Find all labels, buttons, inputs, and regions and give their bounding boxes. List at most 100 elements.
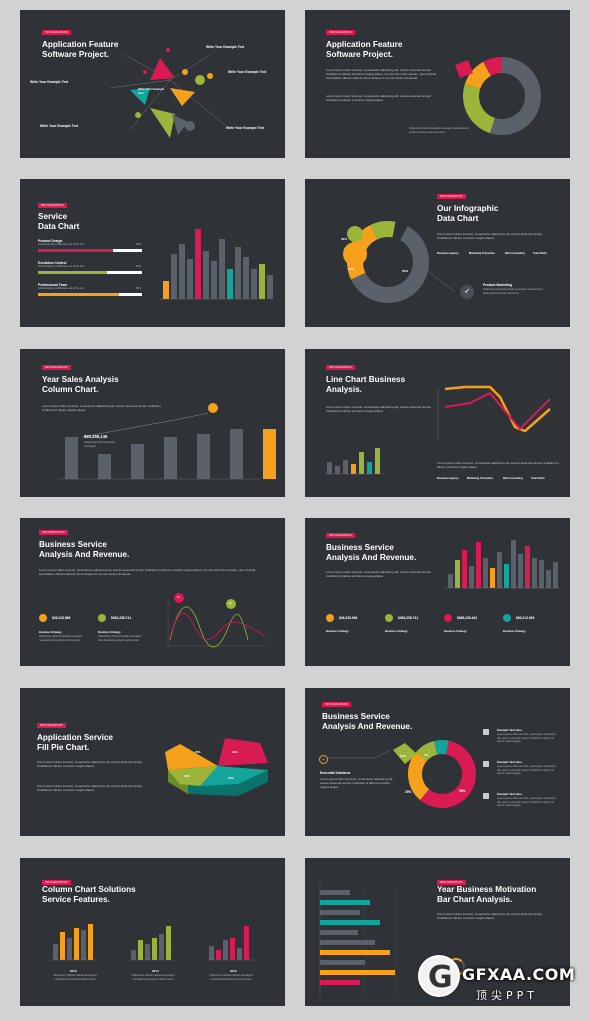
body-text: Lorem ipsum dolor sit amet, consectetur … <box>326 570 432 578</box>
bar-fill <box>38 249 113 252</box>
column <box>351 464 356 474</box>
list-icon <box>483 761 489 767</box>
pct-2: 25% <box>195 750 201 754</box>
pct-1: 58% <box>459 789 466 793</box>
lightbulb-icon: ✦ <box>319 755 328 764</box>
product-marketing: Product Marketing <box>483 283 512 287</box>
column <box>375 448 380 474</box>
bar <box>320 970 395 975</box>
year-1: 2013 <box>70 969 77 973</box>
body-text: Lorem ipsum dolor sit amet, consectetur … <box>326 405 432 413</box>
column <box>152 938 157 960</box>
pct-3: 10% <box>348 267 355 271</box>
year-3: 2015 <box>230 969 237 973</box>
triangle-infographic <box>109 48 226 138</box>
center-text: Write Your Example Text <box>138 87 165 95</box>
slide-title: Application Feature Software Project. <box>326 40 403 59</box>
column <box>131 950 136 960</box>
body-text: Lorem ipsum dolor sit amet, consectetur … <box>39 568 256 576</box>
pct-2: 30% <box>341 237 348 241</box>
column-chart <box>58 403 276 480</box>
donut-slice <box>433 740 449 755</box>
bar-label: Product Design <box>38 239 63 243</box>
watermark-brand: GFXAA.COM <box>462 965 576 984</box>
col-3: Web Consulting <box>505 252 525 255</box>
slide-tag: INFOGRAPHIC <box>37 723 67 728</box>
column <box>335 466 340 474</box>
section-head: Essential Solutions <box>320 771 351 775</box>
head: Business Strategy <box>444 630 467 633</box>
slide-tag: INFOGRAPHIC <box>42 365 72 370</box>
slide-6[interactable]: INFOGRAPHIC Line Chart Business Analysis.… <box>305 349 570 497</box>
column <box>138 940 143 960</box>
body-text-2: Lorem ipsum dolor sit amet, consectetur … <box>326 94 432 102</box>
slide-8[interactable]: INFOGRAPHIC Business Service Analysis And… <box>305 518 570 666</box>
list-head: Example Text Here <box>497 792 522 796</box>
value: $686,236.402 <box>457 616 478 620</box>
slide-11[interactable]: INFOGRAPHIC Column Chart Solutions Servic… <box>20 858 285 1006</box>
body-text-2: Lorem ipsum dolor sit amet, consectetur … <box>437 461 560 469</box>
slide-9[interactable]: INFOGRAPHIC Application Service Fill Pie … <box>20 688 285 836</box>
bar <box>320 920 380 925</box>
dot <box>385 614 393 622</box>
3d-pie-chart <box>165 738 268 796</box>
head-1: Business Strategy <box>39 631 62 634</box>
slide-title: Year Business Motivation Bar Chart Analys… <box>437 885 537 904</box>
pct-3: 10% <box>400 754 407 758</box>
text-1: Objectively disintermediate leveraged ma… <box>39 635 83 642</box>
bar-fill <box>38 271 107 274</box>
line-chart <box>325 385 551 475</box>
column <box>216 950 221 960</box>
body-text: Lorem ipsum dolor sit amet, consectetur … <box>37 760 143 768</box>
column <box>98 454 111 479</box>
column <box>476 542 481 588</box>
donut-slice <box>463 83 496 134</box>
column <box>223 940 228 960</box>
list-head: Example Text Here <box>497 728 522 732</box>
column <box>455 560 460 588</box>
column <box>367 462 372 474</box>
column <box>171 254 177 299</box>
slide-7[interactable]: INFOGRAPHIC Business Service Analysis And… <box>20 518 285 666</box>
value: $963,258.741 <box>398 616 419 620</box>
slide-2[interactable]: INFOGRAPHIC Application Feature Software … <box>305 10 570 158</box>
slide-3[interactable]: INFOGRAPHIC Service Data Chart Product De… <box>20 179 285 327</box>
slide-4[interactable]: 50% 30% 10% INFOGRAPHIC Our Infographic D… <box>305 179 570 327</box>
label-3: Write Your Example Text <box>30 80 69 84</box>
column <box>259 264 265 299</box>
gfxaa-logo: G <box>418 955 460 997</box>
column <box>131 444 144 479</box>
slide-tag: INFOGRAPHIC <box>437 194 467 199</box>
body-text: Lorem ipsum dolor sit amet, consectetur … <box>326 68 437 80</box>
column <box>448 574 453 588</box>
col-2: Marketing Promotion <box>469 252 495 255</box>
bubble <box>343 242 367 266</box>
bar-sub: Authoritatively collaborate out of the b… <box>38 243 85 246</box>
value: $26,235.936 <box>339 616 358 620</box>
donut-chart <box>327 740 476 808</box>
column <box>60 932 65 960</box>
slide-1[interactable]: INFOGRAPHIC Application Feature Software … <box>20 10 285 158</box>
column <box>343 460 348 474</box>
column <box>88 924 93 960</box>
watermark: G GFXAA.COM 顶尖PPT <box>418 955 575 1005</box>
col-1: Business Agency <box>437 477 459 480</box>
slide-title: Column Chart Solutions Service Features. <box>42 885 136 904</box>
bar <box>320 980 360 985</box>
bar-chart <box>445 540 560 589</box>
bubble-label-1: $1 <box>177 596 180 599</box>
slide-title: Line Chart Business Analysis. <box>326 375 406 394</box>
donut-chart <box>455 57 541 135</box>
slide-tag: INFOGRAPHIC <box>38 203 68 208</box>
bar <box>320 950 390 955</box>
slide-5[interactable]: INFOGRAPHIC Year Sales Analysis Column Ch… <box>20 349 285 497</box>
head: Business Strategy <box>503 630 526 633</box>
list-text: Lorem ipsum dolor sit amet, consectetur … <box>497 765 556 775</box>
donut-slice <box>370 221 396 240</box>
cap-3: Objectively disintermediate leveraged ma… <box>209 974 253 981</box>
slide-title: Our Infographic Data Chart <box>437 204 499 223</box>
slide-title: Business Service Analysis And Revenue. <box>326 543 417 562</box>
bar-pct: 60% <box>136 265 142 268</box>
slide-10[interactable]: INFOGRAPHIC Business Service Analysis And… <box>305 688 570 836</box>
column <box>359 452 364 474</box>
